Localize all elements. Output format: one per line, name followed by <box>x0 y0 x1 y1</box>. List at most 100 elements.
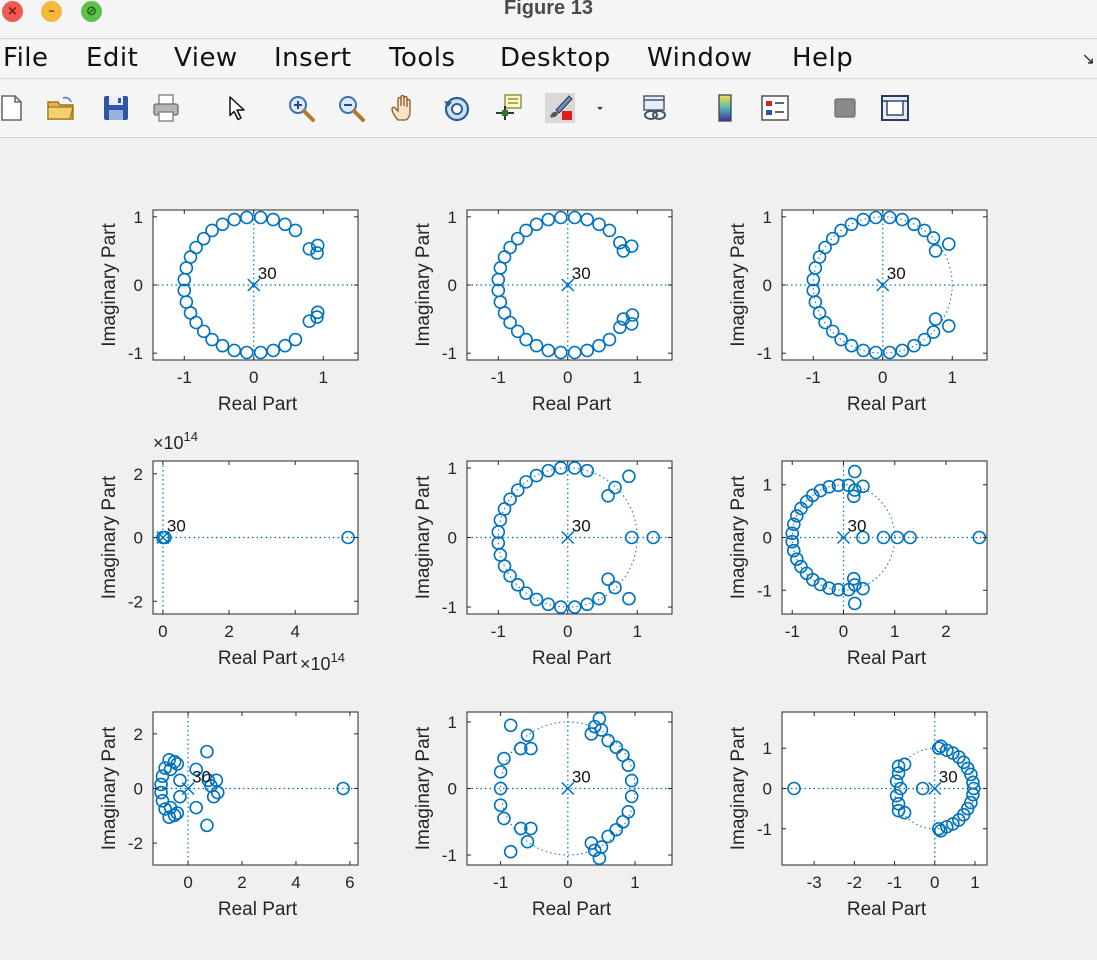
zero-marker <box>624 239 639 253</box>
zero-marker <box>587 719 602 734</box>
edit-plot-arrow-icon[interactable] <box>222 93 252 123</box>
menu-edit[interactable]: Edit <box>86 43 139 73</box>
zero-marker <box>847 464 862 479</box>
zero-marker <box>510 577 525 592</box>
x-tick-label: 6 <box>345 873 354 892</box>
y-tick-label: 2 <box>134 465 143 484</box>
x-tick-label: -1 <box>493 873 508 892</box>
zero-marker <box>170 757 185 771</box>
zero-marker <box>844 217 859 232</box>
x-tick-label: 2 <box>224 622 233 641</box>
zero-marker <box>622 591 636 606</box>
zero-marker <box>240 345 254 360</box>
zero-marker <box>541 597 556 612</box>
zero-marker <box>170 806 185 820</box>
zero-marker <box>567 461 582 475</box>
zero-marker <box>790 509 804 523</box>
zero-marker <box>519 586 533 600</box>
toolbar <box>0 80 1097 138</box>
open-file-icon[interactable] <box>46 93 76 123</box>
menu-tools[interactable]: Tools <box>389 43 456 73</box>
zero-marker <box>624 789 639 804</box>
x-tick-label: -1 <box>177 368 192 387</box>
y-tick-label: 2 <box>134 725 143 744</box>
x-tick-label: 4 <box>290 622 299 641</box>
show-plot-tools-icon[interactable] <box>880 93 910 123</box>
x-tick-label: -3 <box>807 873 822 892</box>
axes-box <box>781 460 988 615</box>
menu-insert[interactable]: Insert <box>274 43 352 73</box>
x-tick-label: 0 <box>183 873 192 892</box>
hide-plot-tools-icon[interactable] <box>830 93 860 123</box>
zero-marker <box>846 489 861 504</box>
zero-marker <box>173 773 187 788</box>
x-tick-label: 0 <box>563 622 572 641</box>
x-tick-label: 0 <box>249 368 258 387</box>
link-plot-icon[interactable] <box>639 93 669 123</box>
zero-marker <box>567 600 582 614</box>
zero-marker <box>847 578 862 592</box>
zero-marker <box>592 217 606 232</box>
zero-marker <box>890 530 905 545</box>
zero-marker <box>856 343 871 358</box>
zoom-window-button[interactable]: ⊘ <box>81 1 102 22</box>
menu-desktop[interactable]: Desktop <box>500 43 611 73</box>
y-tick-label: -1 <box>128 344 143 363</box>
zero-marker <box>310 305 325 320</box>
menu-view[interactable]: View <box>174 43 238 73</box>
save-icon[interactable] <box>101 93 131 123</box>
insert-colorbar-icon[interactable] <box>710 93 740 123</box>
pan-hand-icon[interactable] <box>389 93 419 123</box>
zero-marker <box>847 483 862 497</box>
zero-marker <box>931 821 946 836</box>
zero-marker <box>302 314 317 328</box>
insert-legend-icon[interactable] <box>760 93 790 123</box>
zero-marker <box>822 480 836 494</box>
zero-marker <box>541 343 556 358</box>
x-tick-label: 1 <box>890 622 899 641</box>
minimize-window-button[interactable]: – <box>41 1 62 22</box>
y-tick-label: 1 <box>448 459 457 478</box>
new-figure-icon[interactable] <box>0 93 26 123</box>
menu-help[interactable]: Help <box>792 43 854 73</box>
zero-marker <box>513 741 528 756</box>
pole-marker <box>561 781 575 796</box>
data-cursor-icon[interactable] <box>494 93 524 123</box>
zoom-in-icon[interactable] <box>286 93 316 123</box>
zero-marker <box>917 332 932 347</box>
x-tick-label: -2 <box>847 873 862 892</box>
zero-marker <box>609 740 624 755</box>
zero-marker <box>205 332 219 347</box>
unit-circle <box>500 721 636 856</box>
close-window-button[interactable]: × <box>2 1 23 22</box>
zero-marker <box>189 800 203 815</box>
zero-marker <box>302 242 317 256</box>
zero-marker <box>592 338 606 353</box>
brush-dropdown-icon[interactable] <box>590 93 610 123</box>
brush-icon[interactable] <box>545 93 575 123</box>
rotate-3d-icon[interactable] <box>441 93 471 123</box>
zero-marker <box>196 231 211 246</box>
x-axis-label: Real Part <box>532 899 612 920</box>
zero-marker <box>554 345 568 360</box>
print-icon[interactable] <box>151 93 181 123</box>
pole-multiplicity-label: 30 <box>572 517 591 536</box>
subplot-grid[interactable]: 30 -1 0 1 -1 0 1 Real Part Imaginary Part 30 -1 0 1 -… <box>0 139 1097 960</box>
zero-marker <box>895 212 910 227</box>
zero-marker <box>889 788 904 803</box>
zoom-out-icon[interactable] <box>336 93 366 123</box>
zero-marker <box>278 217 292 232</box>
pole-multiplicity-label: 30 <box>258 264 277 283</box>
menu-file[interactable]: File <box>3 43 49 73</box>
zero-marker <box>513 821 528 836</box>
zero-marker <box>941 237 956 251</box>
y-tick-label: 0 <box>134 780 143 799</box>
zero-marker <box>825 324 840 339</box>
menu-overflow-icon[interactable]: ↘ <box>1081 51 1095 68</box>
x-tick-label: 4 <box>291 873 300 892</box>
menu-window[interactable]: Window <box>647 43 753 73</box>
zero-marker <box>510 231 525 246</box>
y-tick-label: 0 <box>134 276 143 295</box>
zero-marker <box>794 559 808 574</box>
zero-marker <box>856 581 870 596</box>
